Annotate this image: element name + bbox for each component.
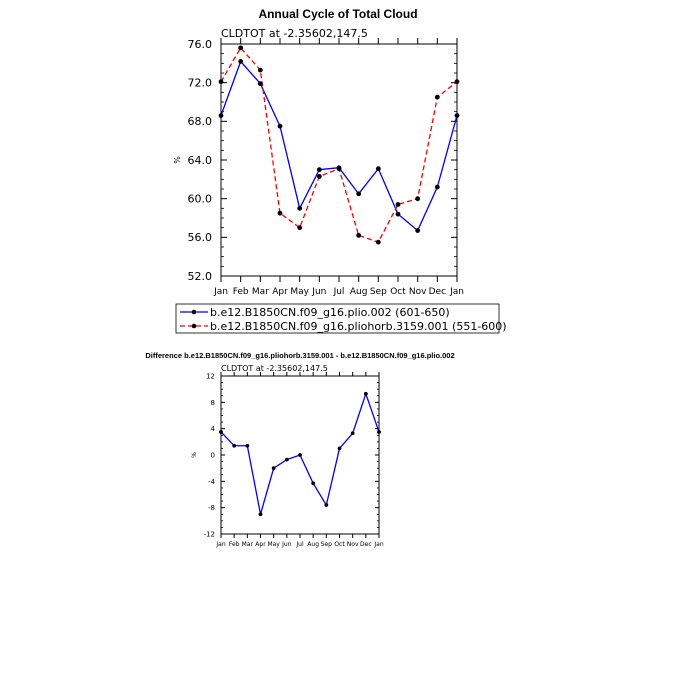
series-2-point [238, 45, 244, 51]
series-1-point [395, 211, 401, 217]
y-tick-label: 4 [211, 425, 216, 433]
x-tick-label: Sep [321, 541, 333, 548]
top-axes: 52.0 56.0 60.0 64.0 68.0 72.0 76.0 Jan Feb Mar Apr… [188, 38, 464, 297]
top-chart-ylabel: % [173, 156, 182, 164]
series-2-point [415, 196, 421, 202]
y-tick-label: -4 [208, 478, 216, 486]
x-tick-label: Mar [252, 287, 269, 297]
series-1-point [337, 446, 342, 451]
x-tick-label: Jan [373, 541, 383, 548]
x-tick-label: Jan [449, 287, 464, 297]
bottom-chart: Difference b.e12.B1850CN.f09_g16.pliohor… [145, 351, 454, 548]
y-tick-label: 64.0 [188, 154, 213, 167]
series-1-point [284, 457, 289, 462]
series-2-point [336, 166, 342, 172]
x-tick-label: Dec [429, 287, 446, 297]
series-1-point [454, 113, 460, 118]
series-2-point [454, 79, 460, 85]
top-chart-title: Annual Cycle of Total Cloud [258, 7, 417, 21]
x-tick-label: Apr [255, 541, 266, 548]
series-1-point [245, 443, 250, 448]
series-1-point [258, 512, 263, 517]
bottom-chart-ylabel: % [191, 452, 198, 458]
x-tick-label: Sep [370, 287, 387, 297]
legend-label-2: b.e12.B1850CN.f09_g16.pliohorb.3159.001 … [210, 320, 507, 333]
y-tick-label: -12 [204, 530, 215, 538]
x-tick-label: Aug [307, 541, 319, 548]
series-2-point [356, 233, 362, 238]
series-1-point [324, 503, 329, 507]
series-1-point [363, 391, 368, 396]
bottom-chart-title: Difference b.e12.B1850CN.f09_g16.pliohor… [145, 351, 454, 360]
y-tick-label: -8 [208, 504, 215, 512]
series-1-point [375, 166, 381, 172]
series-1-point [377, 430, 381, 434]
x-tick-label: Jan [213, 287, 228, 297]
top-series-group [218, 45, 460, 245]
y-tick-label: 56.0 [188, 231, 213, 244]
x-tick-label: Feb [233, 287, 249, 297]
bottom-chart-subtitle: CLDTOT at -2.35602,147.5 [221, 364, 328, 373]
series-2-point [316, 174, 322, 179]
y-tick-label: 76.0 [188, 38, 213, 51]
x-tick-label: Jan [215, 541, 225, 548]
y-tick-label: 60.0 [188, 193, 213, 206]
series-1-point [415, 228, 421, 233]
x-tick-label: Nov [409, 287, 427, 297]
x-tick-label: Jun [281, 541, 292, 548]
series-1-point [257, 81, 263, 87]
x-tick-label: Jun [311, 287, 326, 297]
series-1-point [277, 123, 283, 129]
x-tick-label: May [290, 287, 309, 297]
y-tick-label: 68.0 [188, 115, 213, 128]
x-tick-label: Mar [242, 541, 254, 548]
x-tick-label: Apr [272, 287, 288, 297]
series-2-point [395, 202, 401, 207]
x-tick-label: Aug [350, 287, 368, 297]
y-tick-label: 0 [211, 451, 215, 459]
series-2-point [257, 67, 263, 73]
x-tick-label: Dec [360, 541, 372, 548]
x-tick-label: Feb [229, 541, 240, 548]
series-1-point [297, 205, 303, 211]
x-tick-label: Oct [390, 287, 406, 297]
series-1-point [316, 167, 322, 173]
legend-marker-2 [191, 323, 197, 329]
legend-box [175, 303, 500, 334]
legend-marker-1 [191, 309, 197, 315]
series-2-point [218, 79, 224, 85]
series-2-point [434, 94, 440, 100]
y-tick-label: 8 [211, 399, 215, 407]
series-1-point [298, 453, 302, 457]
series-1-point [434, 184, 440, 190]
top-chart-subtitle: CLDTOT at -2.35602,147.5 [221, 27, 368, 40]
legend-label-1: b.e12.B1850CN.f09_g16.plio.002 (601-650) [210, 306, 450, 319]
x-tick-label: Jul [295, 541, 304, 548]
series-1-point [271, 466, 276, 471]
top-chart: Annual Cycle of Total Cloud CLDTOT at -2… [173, 7, 507, 334]
series-1-point [219, 430, 223, 434]
series-2-point [297, 225, 303, 231]
series-2-point [277, 210, 283, 216]
bottom-series-group [219, 391, 381, 517]
bottom-axes: -12 -8 -4 0 4 8 12 Jan Feb Mar Apr May Jun Jul Aug Sep O… [204, 372, 384, 548]
series-line-1 [220, 60, 458, 232]
x-tick-label: May [267, 541, 280, 548]
top-legend: b.e12.B1850CN.f09_g16.plio.002 (601-650)… [175, 303, 507, 334]
y-tick-label: 52.0 [188, 270, 213, 283]
y-tick-label: 72.0 [188, 77, 213, 90]
series-line-2 [220, 46, 458, 243]
x-tick-label: Jul [333, 287, 345, 297]
series-1-point [238, 59, 244, 64]
x-tick-label: Nov [347, 541, 359, 548]
x-tick-label: Oct [334, 541, 345, 548]
y-tick-label: 12 [206, 372, 215, 380]
series-1-point [350, 431, 355, 436]
series-1-point [356, 191, 362, 197]
series-1-point [311, 481, 316, 486]
series-2-point [375, 239, 381, 245]
series-1-point [232, 443, 237, 448]
series-1-point [218, 113, 224, 118]
